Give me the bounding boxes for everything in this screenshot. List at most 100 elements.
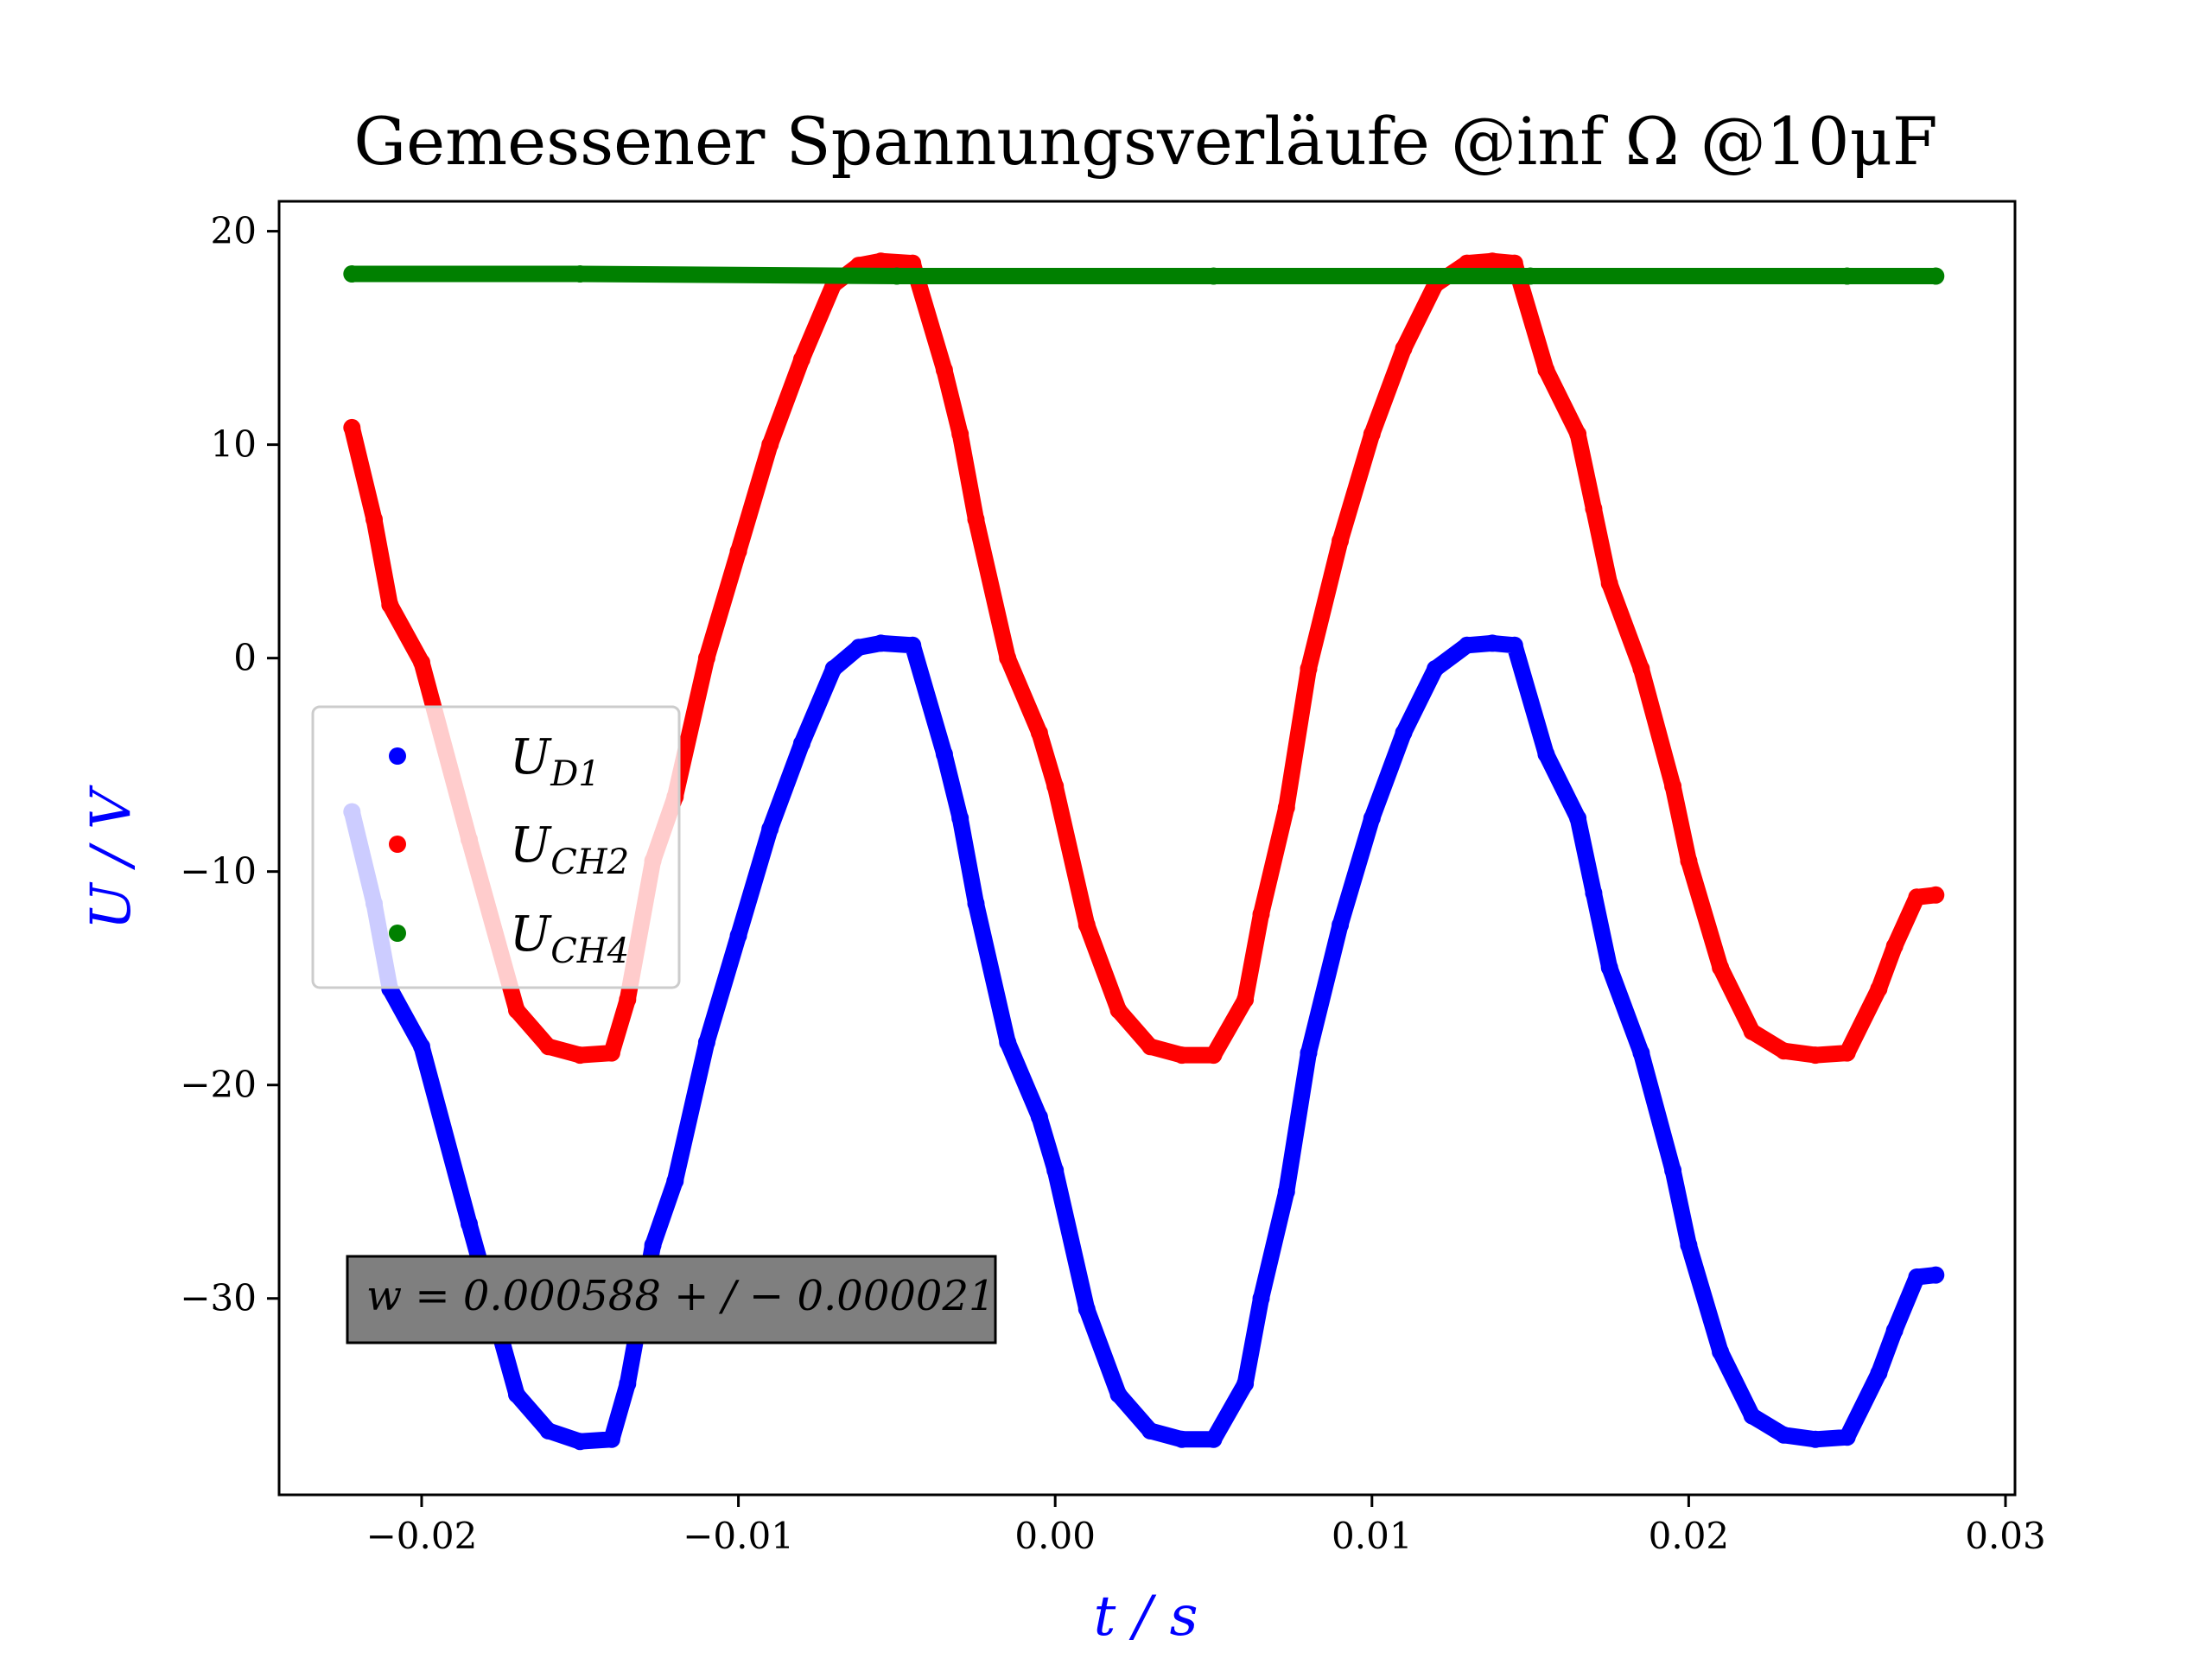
data-point [539,1421,557,1440]
data-point [951,809,969,827]
legend-label-subscript: CH4 [550,931,629,971]
legend-label: UD1 [510,729,601,794]
annotation-box: w = 0.000588 + / − 0.000021 [346,1255,997,1344]
chart-title: Gemessener Spannungsverläufe @inf Ω @10μ… [353,103,1937,180]
legend-label-subscript: CH2 [550,842,629,882]
data-point [1600,958,1618,976]
data-point [792,734,810,753]
data-point [1484,634,1502,652]
y-axis: 20 10 0 −10 −20 −30 [180,210,279,1319]
data-point [1332,531,1350,550]
data-point [1908,888,1926,906]
legend-marker [389,925,406,942]
data-point [824,660,842,677]
series-u-ch4 [343,265,1945,285]
data-point [365,511,383,529]
data-point [935,361,953,379]
data-point [413,653,430,671]
data-point [1458,636,1476,654]
data-point [1775,1042,1793,1060]
data-point [1458,254,1476,272]
data-point [1632,660,1650,677]
data-point [1205,1430,1223,1448]
data-point [1205,1046,1223,1065]
data-point [602,1430,620,1448]
data-point [1743,1407,1761,1425]
data-point [1885,1321,1904,1339]
data-point [1205,267,1223,285]
data-point [1870,980,1888,998]
data-point [1363,809,1381,827]
x-tick-label: 0.01 [1332,1515,1413,1557]
data-point [1141,1421,1160,1440]
data-point [1927,267,1945,285]
data-point [1173,1046,1191,1065]
annotation-background [346,1255,997,1344]
data-point [1927,886,1945,904]
annotation-text: w = 0.000588 + / − 0.000021 [366,1272,995,1320]
data-point [1173,1430,1191,1448]
legend-marker [389,747,406,765]
data-point [1838,267,1856,285]
data-point [1585,499,1603,518]
data-point [1505,254,1523,272]
data-point [343,265,361,283]
data-point [1484,252,1502,270]
data-point [571,1046,589,1065]
data-point [571,265,589,283]
data-point [999,649,1017,667]
data-point [1300,660,1318,677]
y-axis-label: U / V [79,785,143,930]
data-point [1775,1426,1793,1444]
y-tick-label: 0 [233,637,257,679]
data-point [1252,906,1270,924]
legend-label-main: U [510,729,552,785]
x-tick-label: −0.02 [366,1515,478,1557]
data-point [872,252,890,270]
data-point [761,435,779,454]
data-point [1632,1044,1650,1062]
data-point [1743,1022,1761,1040]
data-point [1395,340,1413,358]
data-point [761,820,779,838]
data-point [508,1385,525,1403]
data-point [1807,1046,1824,1065]
data-point [1030,1108,1048,1126]
plot-frame [277,200,2017,1497]
data-point [1712,958,1730,976]
x-tick-label: 0.03 [1965,1515,2046,1557]
data-point [1537,361,1555,379]
data-point [1870,1364,1888,1382]
legend-marker [389,836,406,853]
data-point [872,634,890,652]
data-point [1141,1038,1160,1056]
data-point [461,1215,478,1233]
data-point [1332,916,1350,934]
data-point [1030,724,1048,742]
data-point [1600,575,1618,593]
x-tick-label: 0.02 [1649,1515,1730,1557]
legend-label: UCH4 [510,906,629,971]
data-point [1109,1001,1128,1020]
data-point [1927,1266,1945,1284]
data-point [1395,724,1413,742]
data-point [1712,1343,1730,1361]
data-point [792,350,810,368]
legend-box [311,705,681,989]
data-point [697,649,715,667]
data-point [999,1033,1017,1052]
data-point [1680,852,1698,870]
data-point [1427,660,1445,677]
data-point [1680,1236,1698,1254]
data-point [967,894,985,912]
data-point [1585,884,1603,902]
data-point [644,1236,662,1254]
data-point [1537,745,1555,763]
data-point [1252,1289,1270,1307]
legend-label: UCH2 [510,817,629,882]
data-point [1838,1044,1856,1062]
data-point [1109,1385,1128,1403]
data-point [602,1044,620,1062]
